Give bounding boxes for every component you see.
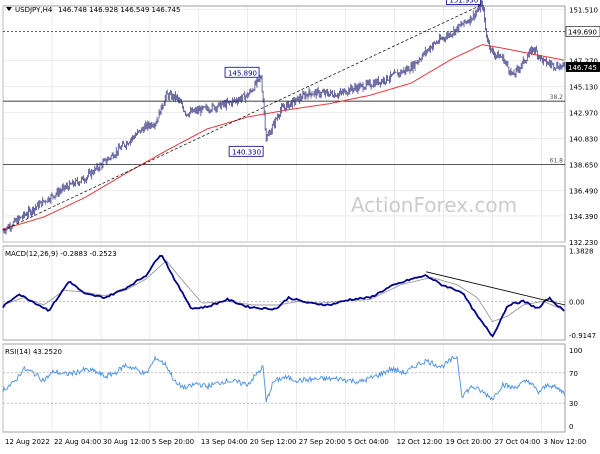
price-box: [228, 145, 264, 157]
fib-label: 38.2: [550, 94, 564, 101]
watermark: ActionForex.com: [351, 193, 517, 217]
level-149690-box: [565, 26, 600, 37]
price-tick-label: 136.490: [569, 188, 598, 196]
macd-trendline: [426, 271, 566, 306]
price-trendline: [2, 4, 483, 231]
macd-tick-label: -0.9147: [569, 332, 596, 340]
price-box-label: 145.890: [228, 69, 257, 77]
price-tick-label: 134.390: [569, 213, 598, 221]
x-tick-label: 12 Oct 12:00: [397, 438, 443, 446]
rsi-tick-label: 30: [569, 400, 578, 408]
current-price-box: [566, 61, 600, 72]
price-tick-label: 147.270: [569, 58, 598, 66]
x-tick-label: 3 Nov 12:00: [544, 438, 587, 446]
macd-tick-label: 0.00: [569, 298, 585, 306]
price-tick-label: 142.970: [569, 109, 598, 117]
rsi-title: RSI(14) 43.2520: [5, 348, 62, 356]
rsi-line: [2, 355, 566, 403]
x-tick-label: 30 Aug 12:00: [103, 438, 150, 446]
symbol-label: USDJPY,H4: [15, 6, 53, 14]
ema-line: [2, 44, 565, 230]
rsi-tick-label: 70: [569, 370, 578, 378]
x-tick-label: 5 Sep 20:00: [152, 438, 194, 446]
price-box: [224, 66, 260, 78]
rsi-tick-label: 100: [569, 347, 582, 355]
rsi-tick-label: 0: [569, 423, 573, 431]
x-tick-label: 12 Aug 2022: [5, 438, 50, 446]
current-price-label: 146.745: [568, 64, 597, 72]
fib-label: 61.8: [550, 158, 564, 165]
macd-tick-label: 1.3828: [569, 247, 594, 255]
price-tick-label: 140.830: [569, 135, 598, 143]
x-tick-label: 27 Oct 04:00: [495, 438, 541, 446]
x-tick-label: 19 Oct 20:00: [446, 438, 492, 446]
x-tick-label: 13 Sep 04:00: [201, 438, 248, 446]
x-tick-label: 20 Sep 12:00: [250, 438, 297, 446]
level-149690-label: 149.690: [568, 28, 597, 36]
x-tick-label: 22 Aug 04:00: [54, 438, 101, 446]
x-tick-label: 5 Oct 04:00: [348, 438, 389, 446]
price-tick-label: 132.230: [569, 239, 598, 247]
ohlc-readout: 146.748 146.928 146.549 146.745: [58, 6, 180, 14]
triangle-down-icon[interactable]: [6, 7, 12, 11]
price-box-label: 140.330: [232, 148, 261, 156]
price-tick-label: 145.130: [569, 83, 598, 91]
macd-line: [2, 254, 565, 338]
price-tick-label: 151.510: [569, 7, 598, 15]
macd-signal-line: [2, 260, 565, 323]
price-tick-label: 138.650: [569, 162, 598, 170]
price-box-label: 151.930: [449, 0, 478, 4]
x-tick-label: 27 Sep 20:00: [299, 438, 346, 446]
price-box: [445, 0, 481, 5]
macd-title: MACD(12,26,9) -0.2883 -0.2523: [5, 250, 117, 258]
